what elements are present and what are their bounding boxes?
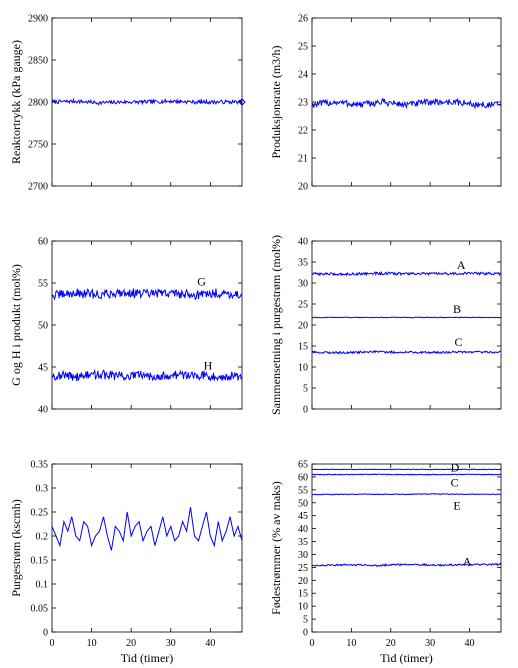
ytick-label: 0.15 bbox=[31, 556, 49, 567]
xtick-label: 0 bbox=[310, 638, 315, 649]
ytick-label: 15 bbox=[298, 589, 308, 600]
ytick-label: 30 bbox=[298, 279, 308, 290]
ytick-label: 35 bbox=[298, 258, 308, 269]
ytick-label: 40 bbox=[38, 405, 48, 416]
ytick-label: 40 bbox=[298, 237, 308, 248]
axes-frame bbox=[311, 463, 502, 633]
series-annotation-C: C bbox=[451, 475, 459, 489]
xtick-label: 0 bbox=[50, 638, 55, 649]
ytick-label: 25 bbox=[298, 563, 308, 574]
xtick-label: 10 bbox=[346, 638, 356, 649]
ytick-label: 50 bbox=[38, 321, 48, 332]
ytick-label: 0 bbox=[43, 628, 48, 639]
series-line-C bbox=[312, 350, 501, 355]
y-axis-label: Produksjonsrate (m3/h) bbox=[269, 46, 283, 159]
series-line-H bbox=[52, 368, 242, 382]
xtick-label: 40 bbox=[205, 638, 215, 649]
ytick-label: 0.1 bbox=[36, 580, 49, 591]
series-line-1 bbox=[52, 97, 242, 106]
series-line-A bbox=[312, 562, 501, 567]
ytick-label: 23 bbox=[298, 98, 308, 109]
series-annotation-E: E bbox=[453, 499, 460, 513]
subplot-5: 0 0.05 0.1 0.15 0.2 0.25 0.3 0.35 0 10 20 30 40 Purge… bbox=[9, 460, 243, 665]
y-axis-label: Sammensetning i purgestrøm (mol%) bbox=[269, 235, 283, 415]
xtick-label: 10 bbox=[87, 638, 97, 649]
ytick-label: 50 bbox=[298, 498, 308, 509]
ytick-label: 60 bbox=[298, 472, 308, 483]
series-annotation-D: D bbox=[451, 461, 460, 475]
ytick-label: 10 bbox=[298, 602, 308, 613]
ytick-label: 45 bbox=[38, 363, 48, 374]
series-line-G bbox=[52, 287, 242, 301]
ytick-label: 22 bbox=[298, 126, 308, 137]
y-axis-label: Purgestrøm (kscmh) bbox=[9, 499, 23, 596]
series-annotation-B: B bbox=[453, 302, 461, 316]
ytick-label: 0 bbox=[303, 405, 308, 416]
y-axis-label: Reaktortrykk (kPa gauge) bbox=[9, 40, 23, 164]
ytick-label: 0 bbox=[303, 628, 308, 639]
subplot-4: 0 5 10 15 20 25 30 35 40 Sammensetning i purgestr… bbox=[269, 235, 502, 416]
ytick-label: 26 bbox=[298, 14, 308, 25]
ytick-label: 0.35 bbox=[31, 460, 49, 471]
axes-frame bbox=[51, 463, 243, 633]
ytick-label: 25 bbox=[298, 300, 308, 311]
series-line-5 bbox=[52, 507, 242, 551]
xtick-label: 20 bbox=[126, 638, 136, 649]
ytick-label: 5 bbox=[303, 384, 308, 395]
x-axis-label: Tid (timer) bbox=[380, 651, 433, 665]
ytick-label: 24 bbox=[298, 70, 308, 81]
ytick-label: 0.05 bbox=[31, 604, 49, 615]
subplot-3: 40 45 50 55 60 G og H i produkt (mol%) G H bbox=[9, 237, 243, 416]
series-annotation-H: H bbox=[204, 358, 213, 372]
ytick-label: 2700 bbox=[28, 182, 48, 193]
ytick-label: 2900 bbox=[28, 14, 48, 25]
series-line-D bbox=[312, 468, 501, 471]
ytick-label: 21 bbox=[298, 154, 308, 165]
series-line-B bbox=[312, 316, 501, 319]
y-axis-label: G og H i produkt (mol%) bbox=[9, 264, 23, 386]
xtick-label: 30 bbox=[166, 638, 176, 649]
ytick-label: 30 bbox=[298, 550, 308, 561]
xtick-label: 40 bbox=[465, 638, 475, 649]
series-line-C bbox=[312, 473, 501, 476]
series-annotation-A: A bbox=[457, 258, 466, 272]
ytick-label: 65 bbox=[298, 460, 308, 471]
ytick-label: 55 bbox=[298, 485, 308, 496]
subplot-2: 20 21 22 23 24 25 26 Produksjonsrate (m3/h) bbox=[269, 14, 502, 193]
ytick-label: 25 bbox=[298, 42, 308, 53]
ytick-label: 5 bbox=[303, 615, 308, 626]
ytick-label: 0.2 bbox=[36, 532, 49, 543]
series-line-2 bbox=[312, 97, 501, 110]
xtick-label: 30 bbox=[425, 638, 435, 649]
series-annotation-G: G bbox=[197, 274, 206, 288]
subplot-1: 2700 2750 2800 2850 2900 Reaktortrykk (kPa ga… bbox=[9, 14, 246, 193]
series-line-A bbox=[312, 270, 501, 277]
ytick-label: 40 bbox=[298, 524, 308, 535]
ytick-label: 2850 bbox=[28, 56, 48, 67]
ytick-label: 0.25 bbox=[31, 508, 49, 519]
xtick-label: 20 bbox=[386, 638, 396, 649]
ytick-label: 0.3 bbox=[36, 484, 49, 495]
ytick-label: 35 bbox=[298, 537, 308, 548]
ytick-label: 20 bbox=[298, 182, 308, 193]
ytick-label: 55 bbox=[38, 279, 48, 290]
ytick-label: 20 bbox=[298, 576, 308, 587]
series-annotation-C: C bbox=[455, 335, 463, 349]
series-annotation-A: A bbox=[463, 555, 472, 569]
ytick-label: 20 bbox=[298, 321, 308, 332]
ytick-label: 45 bbox=[298, 511, 308, 522]
x-axis-label: Tid (timer) bbox=[121, 651, 174, 665]
ytick-label: 60 bbox=[38, 237, 48, 248]
y-axis-label: Fødestrømmer (% av maks) bbox=[269, 481, 283, 615]
ytick-label: 15 bbox=[298, 342, 308, 353]
ytick-label: 2800 bbox=[28, 98, 48, 109]
ytick-label: 10 bbox=[298, 363, 308, 374]
series-line-E bbox=[312, 493, 501, 496]
ytick-label: 2750 bbox=[28, 140, 48, 151]
